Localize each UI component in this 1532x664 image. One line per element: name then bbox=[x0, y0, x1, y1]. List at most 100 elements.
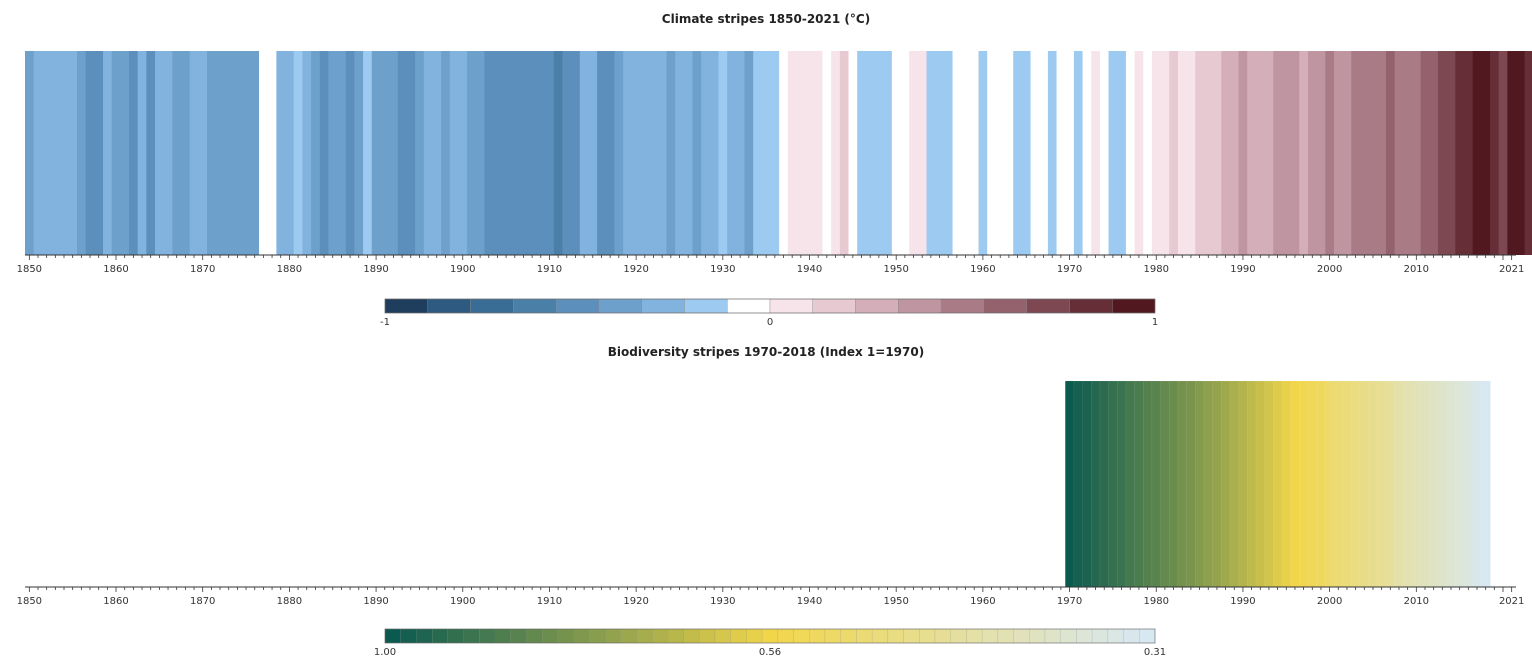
biodiversity-stripe bbox=[1455, 380, 1465, 588]
climate-stripe bbox=[1238, 51, 1248, 255]
climate-stripe bbox=[1030, 51, 1040, 255]
x-tick-label: 1920 bbox=[623, 596, 648, 607]
biodiversity-colorbar-cell bbox=[479, 628, 496, 644]
climate-stripe bbox=[571, 51, 581, 255]
climate-stripe bbox=[779, 51, 789, 255]
biodiversity-colorbar-cell bbox=[997, 628, 1014, 644]
biodiversity-stripe bbox=[1117, 380, 1127, 588]
climate-stripe bbox=[441, 51, 451, 255]
climate-stripe bbox=[1229, 51, 1240, 255]
climate-stripe bbox=[1359, 51, 1370, 255]
climate-stripe bbox=[137, 51, 147, 255]
biodiversity-colorbar-cell bbox=[809, 628, 826, 644]
climate-stripe bbox=[276, 51, 286, 255]
x-tick-label: 1860 bbox=[103, 264, 128, 275]
climate-stripe bbox=[1463, 51, 1474, 255]
x-tick-label: 1870 bbox=[190, 264, 215, 275]
climate-stripe bbox=[293, 51, 303, 255]
biodiversity-stripe bbox=[1385, 380, 1396, 588]
biodiversity-colorbar-label: 0.56 bbox=[759, 647, 781, 658]
x-tick-label: 1890 bbox=[363, 264, 388, 275]
biodiversity-stripe bbox=[1420, 380, 1430, 588]
climate-stripe bbox=[787, 51, 798, 255]
biodiversity-colorbar-cell bbox=[463, 628, 480, 644]
climate-stripe bbox=[311, 51, 321, 255]
climate-stripe bbox=[68, 51, 78, 255]
climate-stripe bbox=[224, 51, 234, 255]
climate-stripe bbox=[1056, 51, 1066, 255]
climate-stripe bbox=[1160, 51, 1170, 255]
climate-stripe bbox=[181, 51, 191, 255]
climate-stripe bbox=[1247, 51, 1257, 255]
climate-stripe bbox=[657, 51, 668, 255]
x-tick-label: 1970 bbox=[1057, 264, 1082, 275]
climate-stripe bbox=[675, 51, 685, 255]
biodiversity-colorbar-cell bbox=[447, 628, 464, 644]
climate-stripe bbox=[978, 51, 988, 255]
biodiversity-colorbar-cell bbox=[510, 628, 527, 644]
climate-stripe bbox=[553, 51, 564, 255]
climate-stripe bbox=[380, 51, 390, 255]
climate-stripe bbox=[1351, 51, 1361, 255]
climate-stripe bbox=[900, 51, 910, 255]
climate-stripe bbox=[25, 51, 35, 255]
climate-stripe bbox=[848, 51, 858, 255]
climate-stripe bbox=[1281, 51, 1292, 255]
x-tick-label: 1980 bbox=[1144, 264, 1169, 275]
biodiversity-stripe bbox=[1411, 380, 1422, 588]
climate-stripe bbox=[1047, 51, 1058, 255]
biodiversity-stripe bbox=[1108, 380, 1118, 588]
biodiversity-stripe bbox=[1151, 380, 1162, 588]
climate-stripe bbox=[891, 51, 902, 255]
biodiversity-stripe bbox=[1065, 380, 1075, 588]
climate-stripe bbox=[1021, 51, 1032, 255]
climate-stripe bbox=[1385, 51, 1396, 255]
climate-stripe bbox=[328, 51, 338, 255]
climate-stripe bbox=[337, 51, 347, 255]
climate-colorbar-frame bbox=[384, 298, 1156, 314]
climate-stripe bbox=[865, 51, 876, 255]
climate-stripe bbox=[883, 51, 893, 255]
x-tick-label: 1950 bbox=[883, 264, 908, 275]
climate-stripe bbox=[640, 51, 650, 255]
climate-stripe bbox=[614, 51, 624, 255]
climate-stripe bbox=[1125, 51, 1136, 255]
biodiversity-colorbar-label: 0.31 bbox=[1144, 647, 1166, 658]
climate-stripe bbox=[562, 51, 572, 255]
biodiversity-stripe bbox=[1377, 380, 1387, 588]
climate-stripe bbox=[987, 51, 997, 255]
biodiversity-colorbar-cell bbox=[541, 628, 559, 644]
biodiversity-colorbar-cell bbox=[400, 628, 417, 644]
biodiversity-stripe bbox=[1394, 380, 1404, 588]
climate-stripe bbox=[1212, 51, 1222, 255]
climate-stripe bbox=[259, 51, 269, 255]
biodiversity-stripe bbox=[1160, 380, 1170, 588]
x-tick-label: 1910 bbox=[537, 264, 562, 275]
biodiversity-stripe bbox=[1333, 380, 1344, 588]
climate-stripe bbox=[1004, 51, 1014, 255]
biodiversity-colorbar-cell bbox=[871, 628, 889, 644]
climate-stripe bbox=[961, 51, 971, 255]
x-tick-label: 2000 bbox=[1317, 264, 1342, 275]
x-tick-label: 1900 bbox=[450, 264, 475, 275]
climate-colorbar-label: 0 bbox=[767, 317, 773, 328]
biodiversity-stripe bbox=[1221, 380, 1231, 588]
climate-colorbar-label: -1 bbox=[380, 317, 390, 328]
climate-stripe bbox=[1403, 51, 1413, 255]
climate-stripe bbox=[545, 51, 555, 255]
climate-stripe bbox=[406, 51, 416, 255]
climate-stripe bbox=[623, 51, 633, 255]
climate-chart-title: Climate stripes 1850-2021 (°C) bbox=[661, 12, 871, 26]
climate-stripe bbox=[822, 51, 832, 255]
biodiversity-stripe bbox=[1463, 380, 1474, 588]
climate-stripe bbox=[449, 51, 460, 255]
x-tick-label: 1930 bbox=[710, 596, 735, 607]
biodiversity-colorbar-cell bbox=[526, 628, 543, 644]
climate-stripe bbox=[1073, 51, 1084, 255]
x-tick-label: 1940 bbox=[797, 596, 822, 607]
biodiversity-colorbar-cell bbox=[746, 628, 763, 644]
biodiversity-colorbar-cell bbox=[1123, 628, 1140, 644]
biodiversity-stripe bbox=[1368, 380, 1378, 588]
climate-stripe bbox=[172, 51, 182, 255]
climate-stripe bbox=[493, 51, 503, 255]
